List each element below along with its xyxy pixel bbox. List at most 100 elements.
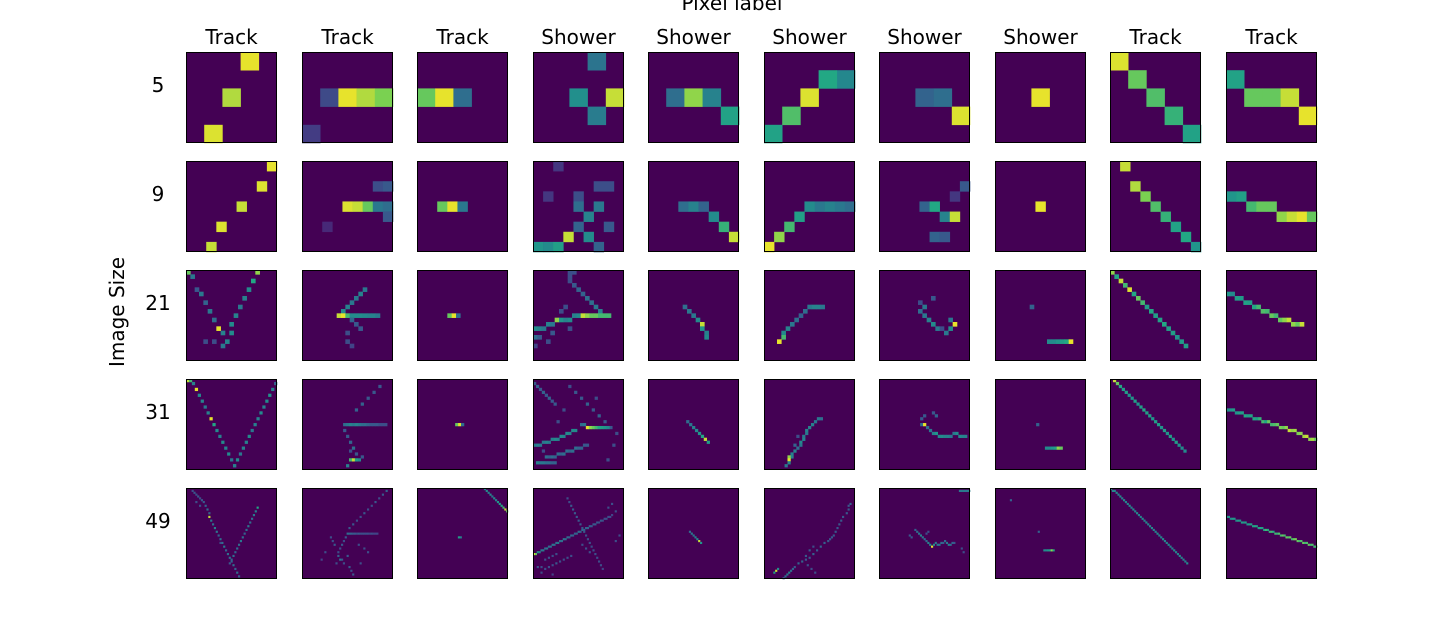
pixel-cell <box>804 558 808 561</box>
pixel-cell <box>923 414 927 418</box>
pixel-cell <box>359 515 362 519</box>
pixel-cell <box>1243 300 1248 305</box>
pixel-cell <box>265 399 269 403</box>
pixel-cell <box>1276 532 1279 535</box>
pixel-cell <box>354 458 359 462</box>
pixel-cell <box>811 304 817 310</box>
pixel-cell <box>551 554 554 558</box>
pixel-cell <box>559 540 562 543</box>
panel-border <box>533 270 624 361</box>
pixel-cell <box>1183 449 1187 453</box>
pixel-cell <box>925 425 930 430</box>
pixel-cell <box>453 88 472 107</box>
pixel-cell <box>1051 339 1056 344</box>
pixel-cell <box>1299 431 1303 436</box>
pixel-cell <box>354 296 359 301</box>
pixel-cell <box>808 425 812 430</box>
pixel-cell <box>568 536 571 539</box>
pixel-cell <box>935 326 940 331</box>
pixel-cell <box>793 443 797 447</box>
pixel-cell <box>1128 504 1131 507</box>
pixel-cell <box>354 452 359 456</box>
pixel-cell <box>212 523 215 526</box>
pixel-cell <box>580 313 586 318</box>
pixel-cell <box>219 538 222 541</box>
pixel-cell <box>229 322 234 327</box>
pixel-cell <box>378 423 382 427</box>
pixel-cell <box>217 534 220 537</box>
panel-border <box>1110 52 1201 143</box>
pixel-cell <box>925 532 928 535</box>
pixel-cell <box>1136 296 1141 301</box>
panel-border <box>1110 161 1201 252</box>
pixel-cell <box>354 408 359 412</box>
pixel-cell <box>1248 523 1251 526</box>
pixel-cell <box>581 527 584 530</box>
pixel-cell <box>1052 549 1055 552</box>
pixel-cell <box>1233 517 1236 520</box>
panel-border <box>1226 270 1317 361</box>
pixel-cell <box>599 564 603 567</box>
pixel-cell <box>197 393 201 397</box>
pixel-cell <box>533 335 538 340</box>
pixel-cell <box>782 106 801 126</box>
pixel-cell <box>544 547 547 550</box>
pixel-cell <box>1176 553 1180 556</box>
pixel-cell <box>1256 201 1267 212</box>
pixel-cell <box>349 313 355 318</box>
pixel-cell <box>1272 530 1275 533</box>
pixel-cell <box>1047 446 1052 450</box>
pixel-cell <box>579 446 584 450</box>
pixel-cell <box>1247 300 1253 305</box>
panel-border <box>648 379 739 470</box>
pixel-cell <box>812 545 815 548</box>
pixel-cell <box>1237 411 1241 415</box>
pixel-cell <box>247 434 251 439</box>
pixel-cell <box>1279 534 1283 537</box>
pixel-cell <box>361 532 364 535</box>
pixel-cell <box>1124 390 1128 394</box>
pixel-cell <box>544 567 547 571</box>
pixel-cell <box>354 322 359 327</box>
pixel-cell <box>1165 431 1170 436</box>
pixel-cell <box>238 575 241 578</box>
pixel-cell <box>345 330 350 336</box>
pixel-cell <box>343 428 347 433</box>
pixel-cell <box>543 241 554 253</box>
pixel-cell <box>939 231 951 243</box>
pixel-cell <box>367 313 372 318</box>
pixel-cell <box>814 571 817 574</box>
pixel-cell <box>1244 88 1263 107</box>
pixel-cell <box>540 566 543 569</box>
y-axis-title: Image Size <box>105 257 129 367</box>
pixel-cell <box>1244 521 1247 524</box>
pixel-cell <box>1157 317 1163 323</box>
pixel-cell <box>559 317 564 323</box>
pixel-cell <box>1127 393 1131 397</box>
panel-border <box>879 270 970 361</box>
pixel-cell <box>566 556 569 559</box>
pixel-cell <box>357 543 360 546</box>
pixel-cell <box>579 396 584 400</box>
pixel-cell <box>573 191 584 202</box>
pixel-cell <box>350 569 353 572</box>
pixel-cell <box>372 201 384 212</box>
pixel-cell <box>1255 417 1259 421</box>
image-panel <box>648 379 739 470</box>
pixel-cell <box>590 525 593 528</box>
pixel-cell <box>926 317 932 323</box>
pixel-cell <box>345 304 350 310</box>
pixel-cell <box>1177 443 1181 447</box>
pixel-cell <box>337 551 340 554</box>
pixel-cell <box>221 440 225 444</box>
panel-background <box>1110 379 1201 470</box>
pixel-cell <box>385 489 388 493</box>
pixel-cell <box>573 221 584 233</box>
pixel-cell <box>598 521 601 524</box>
pixel-cell <box>367 532 370 535</box>
column-label: Shower <box>541 25 616 49</box>
pixel-cell <box>706 440 710 444</box>
pixel-cell <box>948 326 953 331</box>
pixel-cell <box>535 384 540 389</box>
pixel-cell <box>341 558 344 561</box>
